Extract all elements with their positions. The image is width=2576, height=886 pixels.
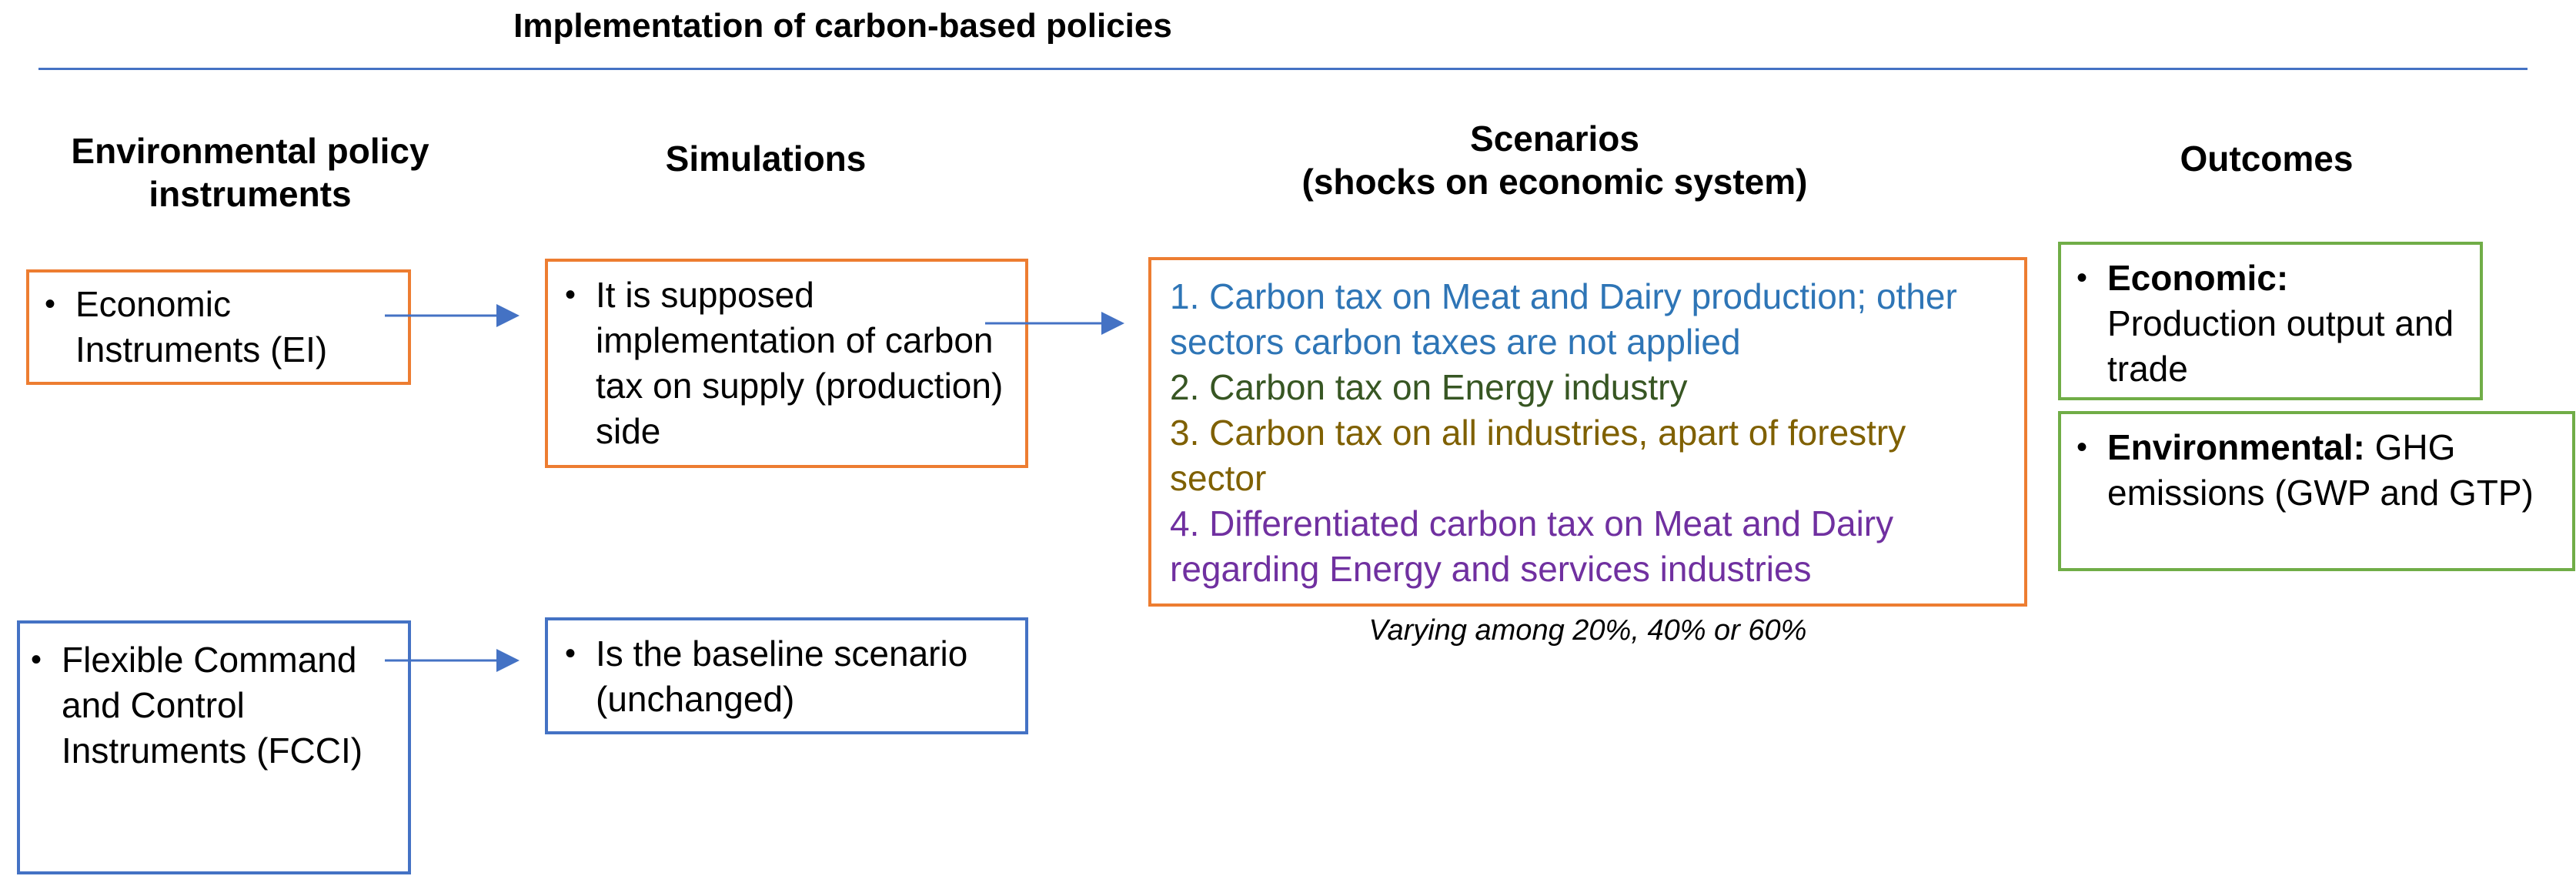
outcome-environmental-label: Environmental: bbox=[2107, 427, 2365, 467]
header-scenarios-line1: Scenarios bbox=[1470, 119, 1639, 159]
header-outcomes: Outcomes bbox=[2180, 139, 2354, 179]
outcome-environmental-item: Environmental: GHG emissions (GWP and GT… bbox=[2066, 425, 2561, 516]
box-flexible-instruments: Flexible Command and Control Instruments… bbox=[17, 620, 411, 874]
flexible-instruments-text: Flexible Command and Control Instruments… bbox=[20, 637, 399, 774]
scenario-4: 4. Differentiated carbon tax on Meat and… bbox=[1170, 503, 1894, 589]
box-scenarios: 1. Carbon tax on Meat and Dairy producti… bbox=[1148, 257, 2027, 607]
header-simulations: Simulations bbox=[665, 139, 867, 179]
box-simulation-carbon-tax: It is supposed implementation of carbon … bbox=[545, 259, 1028, 468]
header-instruments: Environmental policy instruments bbox=[71, 131, 429, 214]
diagram-title: Implementation of carbon-based policies bbox=[513, 7, 1172, 45]
scenario-1: 1. Carbon tax on Meat and Dairy producti… bbox=[1170, 276, 1957, 362]
simulation-carbon-tax-text: It is supposed implementation of carbon … bbox=[554, 272, 1010, 454]
scenario-3: 3. Carbon tax on all industries, apart o… bbox=[1170, 413, 1906, 498]
box-outcome-economic: Economic: Production output and trade bbox=[2058, 242, 2483, 400]
box-simulation-baseline: Is the baseline scenario (unchanged) bbox=[545, 617, 1028, 734]
economic-instruments-text: Economic Instruments (EI) bbox=[34, 282, 399, 373]
outcome-economic-text: Production output and trade bbox=[2107, 303, 2454, 389]
box-economic-instruments: Economic Instruments (EI) bbox=[26, 269, 411, 385]
outcome-economic-label: Economic: bbox=[2107, 258, 2289, 298]
scenario-2: 2. Carbon tax on Energy industry bbox=[1170, 367, 1688, 407]
outcome-economic-item: Economic: Production output and trade bbox=[2066, 256, 2469, 392]
header-scenarios: Scenarios (shocks on economic system) bbox=[1154, 117, 1955, 203]
title-divider bbox=[38, 68, 2528, 70]
simulation-baseline-text: Is the baseline scenario (unchanged) bbox=[554, 631, 1013, 722]
outcome-environmental-text: GHG emissions (GWP and GTP) bbox=[2107, 427, 2534, 513]
header-scenarios-line2: (shocks on economic system) bbox=[1301, 162, 1808, 202]
scenarios-note: Varying among 20%, 40% or 60% bbox=[1368, 614, 1807, 647]
box-outcome-environmental: Environmental: GHG emissions (GWP and GT… bbox=[2058, 411, 2575, 571]
